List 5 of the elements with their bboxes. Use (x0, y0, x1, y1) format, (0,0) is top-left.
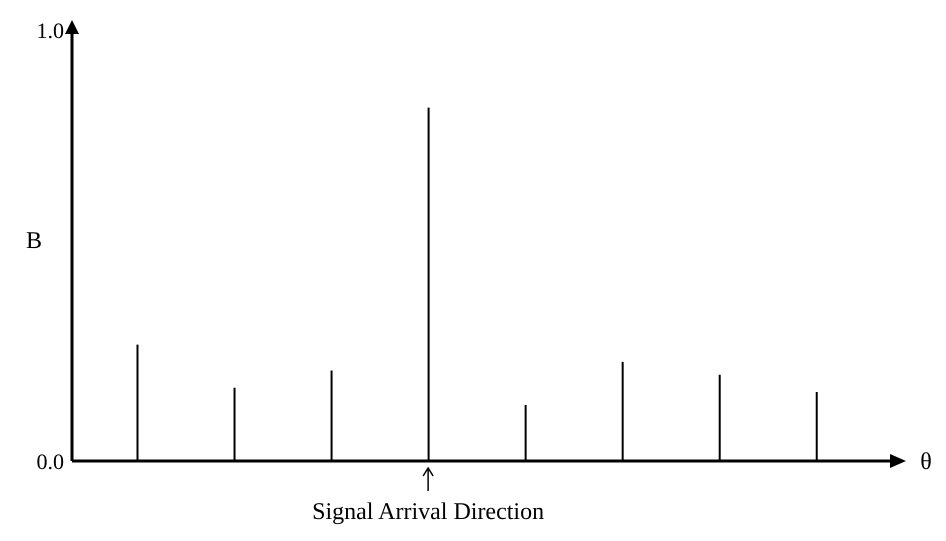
y-tick-label: 1.0 (36, 18, 64, 43)
y-axis-title: B (26, 228, 42, 254)
y-tick-label: 0.0 (36, 448, 64, 474)
text: Signal Arrival Direction (312, 499, 544, 525)
x-axis-title: θ (920, 449, 932, 475)
